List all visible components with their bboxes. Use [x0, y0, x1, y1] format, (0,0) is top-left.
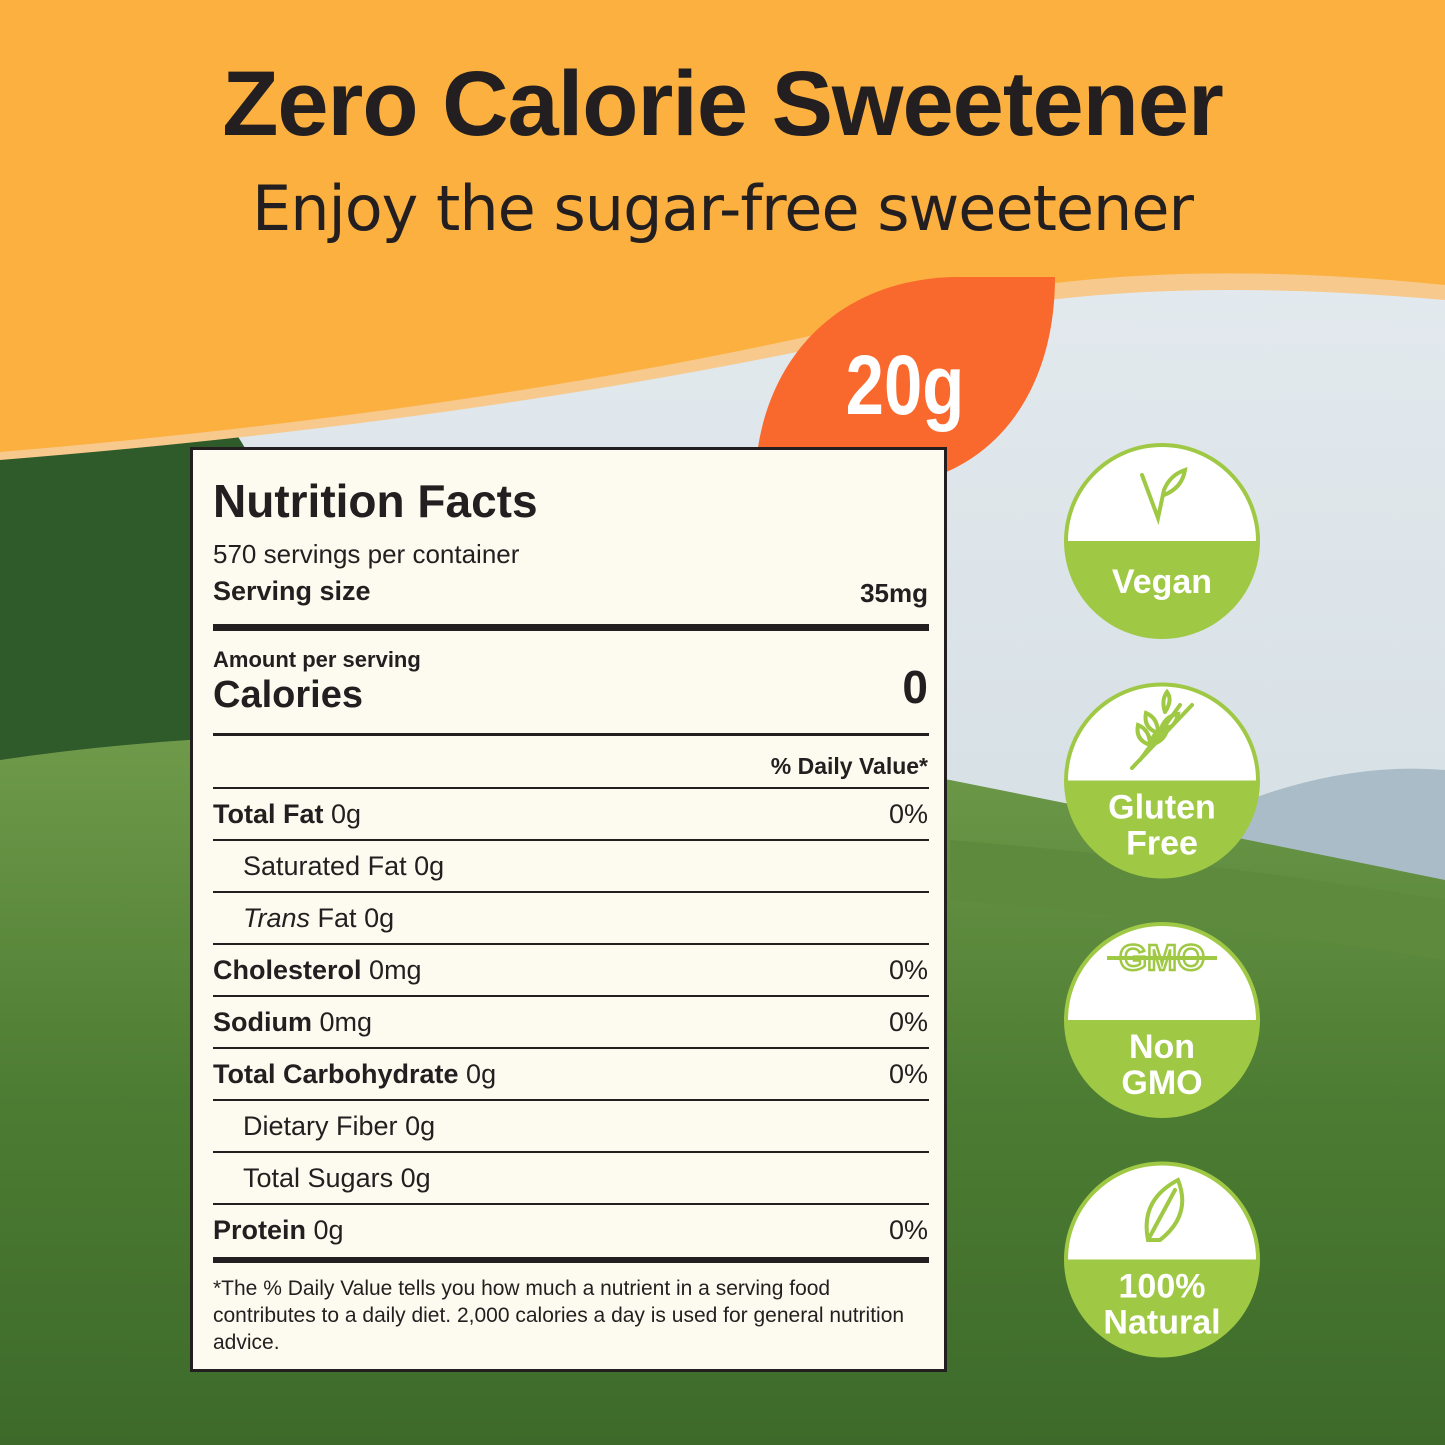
nutrient-name: Saturated Fat	[243, 851, 407, 881]
nutrient-name: Protein	[213, 1215, 307, 1245]
daily-value: 0%	[888, 1007, 928, 1037]
nutrient-name: Total Sugars	[243, 1163, 394, 1193]
badge-label: Free	[1126, 825, 1198, 863]
badge-icon	[1130, 688, 1194, 770]
nutrient-amount: 0g	[313, 1215, 344, 1245]
nutrient-row: Cholesterol 0mg	[213, 957, 422, 984]
rule	[213, 1151, 929, 1153]
nutrition-panel: Nutrition Facts 570 servings per containe…	[190, 447, 947, 1372]
badge-label: Natural	[1103, 1304, 1220, 1342]
rule	[213, 1257, 929, 1263]
badge-text: 20g	[846, 339, 965, 433]
nutrient-name: Dietary Fiber	[243, 1111, 398, 1141]
dv-header: % Daily Value*	[770, 753, 928, 779]
daily-value: 0%	[888, 1215, 928, 1245]
rule	[213, 943, 929, 945]
nutrient-amount: 0mg	[319, 1007, 373, 1037]
rule	[213, 891, 929, 893]
badge-icon	[1144, 1177, 1185, 1242]
nutrient-row: Protein 0g	[213, 1217, 344, 1244]
badge-label: Non	[1129, 1028, 1195, 1066]
badge-icon	[1140, 467, 1188, 526]
daily-value: 0%	[888, 955, 928, 985]
rule	[213, 1099, 929, 1101]
nutrient-name: Total Fat	[213, 799, 324, 829]
subtitle: Enjoy the sugar-free sweetener	[252, 172, 1194, 245]
nutrient-name: Cholesterol	[213, 955, 362, 985]
nutrient-amount: 0g	[466, 1059, 497, 1089]
nutrient-row: Saturated Fat 0g	[243, 853, 444, 880]
rule	[213, 995, 929, 997]
nutrient-amount: 0mg	[369, 955, 422, 985]
nutrient-row: Dietary Fiber 0g	[243, 1113, 435, 1140]
nutrient-row: Total Carbohydrate 0g	[213, 1061, 496, 1088]
nutrient-name-italic: Trans	[243, 903, 311, 933]
nutrient-row: Total Fat 0g	[213, 801, 361, 828]
nutrient-amount: 0g	[414, 851, 445, 881]
nutrient-amount: 0g	[331, 799, 362, 829]
nutrient-amount: 0g	[364, 903, 395, 933]
nutrition-title: Nutrition Facts	[213, 475, 538, 527]
nutrient-name: Sodium	[213, 1007, 312, 1037]
rule	[213, 624, 929, 631]
badge-label: 100%	[1119, 1268, 1206, 1306]
serving-size-label: Serving size	[213, 576, 371, 606]
serving-size: 35mg	[860, 578, 928, 608]
nutrient-amount: 0g	[400, 1163, 431, 1193]
badge-label: Vegan	[1112, 563, 1212, 601]
feature-badge: 100%Natural	[1064, 1161, 1260, 1358]
feature-badge: Vegan	[1064, 443, 1260, 639]
badge-shape	[755, 277, 1055, 487]
rule	[213, 1203, 929, 1205]
daily-value: 0%	[888, 1059, 928, 1089]
daily-value: 0%	[888, 799, 928, 829]
nutrient-row: Trans Fat 0g	[243, 905, 394, 932]
nutrient-row: Sodium 0mg	[213, 1009, 372, 1036]
rule	[213, 787, 929, 789]
nutrient-name: Fat	[317, 903, 357, 933]
badge-label: Gluten	[1108, 789, 1216, 827]
calories: 0	[902, 661, 928, 713]
rule	[213, 1047, 929, 1049]
badge-label: GMO	[1121, 1064, 1202, 1102]
nutrient-name: Total Carbohydrate	[213, 1059, 459, 1089]
footnote: *The % Daily Value tells you how much a …	[213, 1277, 905, 1354]
nutrient-amount: 0g	[405, 1111, 436, 1141]
nutrient-row: Total Sugars 0g	[243, 1165, 431, 1192]
title: Zero Calorie Sweetener	[222, 53, 1224, 155]
calories-label: Calories	[213, 674, 363, 716]
amount-label: Amount per serving	[213, 647, 421, 672]
rule	[213, 839, 929, 841]
rule	[213, 733, 929, 736]
servings: 570 servings per container	[213, 539, 520, 569]
